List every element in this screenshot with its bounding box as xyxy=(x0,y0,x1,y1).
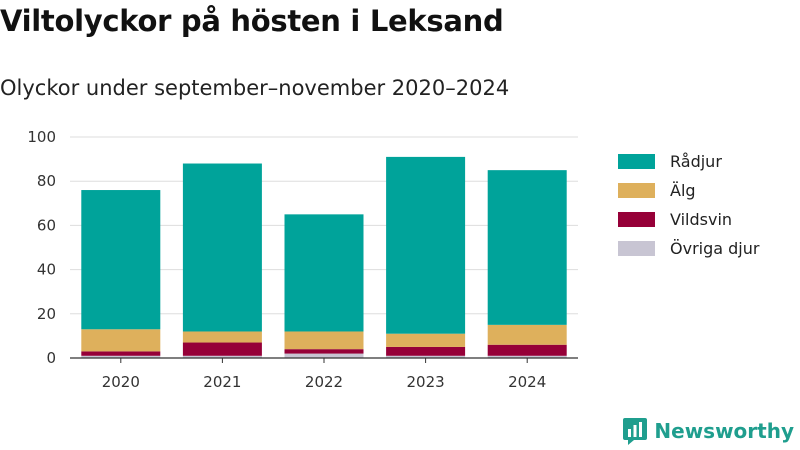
bar-segment xyxy=(182,355,262,358)
legend-swatch xyxy=(618,154,655,169)
bar-segment xyxy=(81,355,161,358)
legend: Rådjur Älg Vildsvin Övriga djur xyxy=(618,147,759,263)
newsworthy-logo-icon xyxy=(623,418,648,445)
x-axis: 2020 2021 2022 2023 2024 xyxy=(70,357,578,391)
y-tick-label: 100 xyxy=(27,128,56,146)
bar-segment xyxy=(81,190,161,330)
bar-segment xyxy=(284,214,364,332)
y-tick-label: 80 xyxy=(37,172,56,190)
bar-segment xyxy=(487,324,567,345)
bar-segment xyxy=(386,333,466,347)
legend-item: Vildsvin xyxy=(618,205,759,234)
bar-segment xyxy=(182,331,262,343)
y-tick-label: 40 xyxy=(37,261,56,279)
x-tick-label: 2021 xyxy=(203,373,241,391)
bar-segment xyxy=(487,355,567,358)
bar-segment xyxy=(81,351,161,356)
legend-swatch xyxy=(618,241,655,256)
bar-segment xyxy=(386,156,466,334)
brand-name: Newsworthy xyxy=(654,419,794,443)
x-tick-label: 2022 xyxy=(305,373,343,391)
bar-segment xyxy=(81,329,161,352)
legend-label: Rådjur xyxy=(670,152,722,171)
legend-item: Rådjur xyxy=(618,147,759,176)
bars xyxy=(81,156,567,358)
legend-item: Övriga djur xyxy=(618,234,759,263)
x-tick-label: 2024 xyxy=(508,373,546,391)
y-tick-label: 20 xyxy=(37,305,56,323)
bar-segment xyxy=(284,331,364,350)
legend-swatch xyxy=(618,183,655,198)
newsworthy-logo: Newsworthy xyxy=(622,416,794,446)
legend-label: Vildsvin xyxy=(670,210,733,229)
y-tick-label: 0 xyxy=(46,349,56,367)
legend-item: Älg xyxy=(618,176,759,205)
x-tick-label: 2023 xyxy=(407,373,445,391)
legend-label: Älg xyxy=(670,181,696,200)
chart-subtitle: Olyckor under september–november 2020–20… xyxy=(0,76,510,100)
bar-segment xyxy=(284,353,364,358)
bar-segment xyxy=(182,342,262,356)
bar-segment xyxy=(487,170,567,325)
bar-segment xyxy=(386,355,466,358)
bar-segment xyxy=(487,344,567,356)
bar-segment xyxy=(284,349,364,354)
legend-label: Övriga djur xyxy=(670,239,760,258)
chart-title: Viltolyckor på hösten i Leksand xyxy=(0,4,504,38)
x-tick-label: 2020 xyxy=(102,373,140,391)
y-tick-label: 60 xyxy=(37,216,56,234)
y-axis: 0 20 40 60 80 100 xyxy=(27,128,56,367)
bar-segment xyxy=(182,163,262,332)
legend-swatch xyxy=(618,212,655,227)
bar-segment xyxy=(386,346,466,356)
